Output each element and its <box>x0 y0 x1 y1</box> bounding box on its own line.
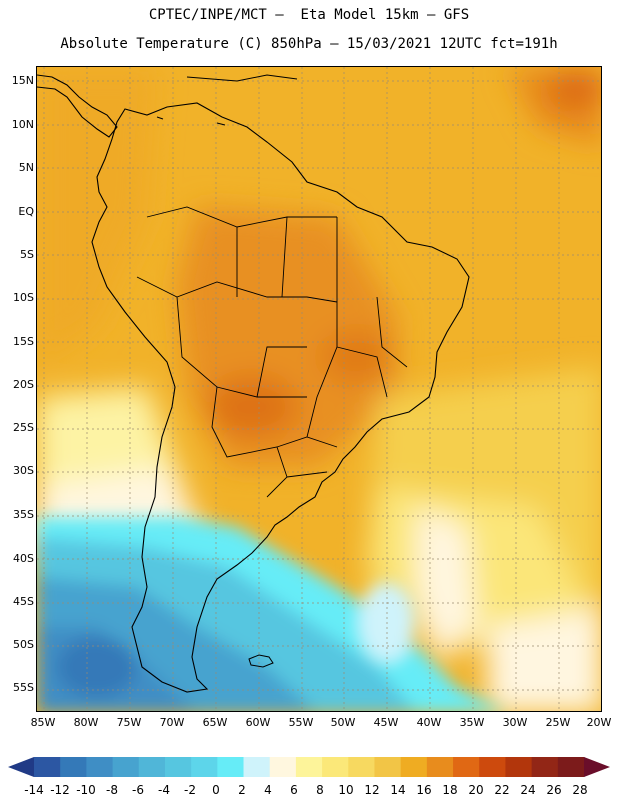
lon-label-40w: 40W <box>416 716 442 729</box>
colorbar-swatch <box>557 757 585 777</box>
lat-label-35s: 35S <box>13 508 34 521</box>
colorbar-label-6: 6 <box>290 783 298 797</box>
map-title-line-2: Absolute Temperature (C) 850hPa — 15/03/… <box>60 36 558 52</box>
lon-label-50w: 50W <box>330 716 356 729</box>
colorbar-label-minus4: -4 <box>158 783 170 797</box>
colorbar-label-8: 8 <box>316 783 324 797</box>
lat-label-15n: 15N <box>11 74 34 87</box>
lat-label-40s: 40S <box>13 552 34 565</box>
lat-label-50s: 50S <box>13 638 34 651</box>
lon-label-55w: 55W <box>288 716 314 729</box>
falklands-outline <box>248 654 274 668</box>
colorbar-swatch <box>322 757 349 777</box>
colorbar-label-26: 26 <box>546 783 562 797</box>
colorbar-swatch <box>60 757 87 777</box>
colorbar-label-minus8: -8 <box>106 783 118 797</box>
cold-air-region <box>37 517 504 711</box>
colorbar-left-arrow <box>8 757 34 777</box>
lon-label-65w: 65W <box>202 716 228 729</box>
colorbar-label-10: 10 <box>338 783 354 797</box>
colorbar-label-16: 16 <box>416 783 432 797</box>
colorbar-swatch <box>243 757 271 777</box>
colorbar-swatch <box>34 757 61 777</box>
colorbar-swatch <box>217 757 245 777</box>
colorbar-swatch <box>426 757 454 777</box>
caribbean-islands <box>156 74 298 126</box>
lon-label-35w: 35W <box>459 716 485 729</box>
south-america-outline <box>91 102 470 693</box>
colorbar-label-14: 14 <box>390 783 406 797</box>
colorbar-label-minus12: -12 <box>50 783 70 797</box>
lat-label-5n: 5N <box>18 161 34 174</box>
colorbar-swatch <box>295 757 323 777</box>
lat-label-10n: 10N <box>11 118 34 131</box>
colorbar-label-minus2: -2 <box>184 783 196 797</box>
colorbar-label-24: 24 <box>520 783 536 797</box>
lon-label-20w: 20W <box>586 716 612 729</box>
lat-label-45s: 45S <box>13 595 34 608</box>
lon-label-80w: 80W <box>73 716 99 729</box>
colorbar-label-minus6: -6 <box>132 783 144 797</box>
colorbar-swatch <box>453 757 480 777</box>
lon-label-60w: 60W <box>245 716 271 729</box>
colorbar-label-4: 4 <box>264 783 272 797</box>
colorbar-swatch <box>531 757 559 777</box>
colorbar-swatch <box>164 757 192 777</box>
colorbar-label-22: 22 <box>494 783 510 797</box>
colorbar-label-0: 0 <box>212 783 220 797</box>
lat-label-10s: 10S <box>13 291 34 304</box>
map-title-line-1: CPTEC/INPE/MCT — Eta Model 15km — GFS <box>148 7 470 23</box>
colorbar-swatch <box>86 757 114 777</box>
country-state-borders <box>136 206 408 498</box>
lat-label-20s: 20S <box>13 378 34 391</box>
lon-label-45w: 45W <box>373 716 399 729</box>
lat-label-55s: 55S <box>13 681 34 694</box>
temperature-colorbar <box>8 757 610 777</box>
colorbar-swatch <box>191 757 218 777</box>
colorbar-label-20: 20 <box>468 783 484 797</box>
lat-label-25s: 25S <box>13 421 34 434</box>
colorbar-label-minus10: -10 <box>76 783 96 797</box>
lat-label-30s: 30S <box>13 464 34 477</box>
lat-label-eq: EQ <box>18 205 34 218</box>
lat-label-5s: 5S <box>20 248 34 261</box>
colorbar-swatch <box>400 757 428 777</box>
colorbar-swatch <box>505 757 533 777</box>
lon-label-25w: 25W <box>545 716 571 729</box>
colorbar-label-2: 2 <box>238 783 246 797</box>
lon-label-85w: 85W <box>30 716 56 729</box>
lat-label-15s: 15S <box>13 335 34 348</box>
temperature-field-shading <box>37 67 601 711</box>
colorbar-swatches <box>34 757 585 777</box>
colorbar-swatch <box>374 757 402 777</box>
colorbar-label-12: 12 <box>364 783 380 797</box>
colorbar-label-18: 18 <box>442 783 458 797</box>
colorbar-swatch <box>479 757 506 777</box>
colorbar-swatch <box>112 757 140 777</box>
lon-label-75w: 75W <box>116 716 142 729</box>
central-america-outline <box>37 74 118 138</box>
colorbar-swatch <box>138 757 166 777</box>
graticule <box>37 67 601 711</box>
lon-label-70w: 70W <box>159 716 185 729</box>
temperature-map <box>36 66 602 712</box>
colorbar-swatch <box>269 757 297 777</box>
colorbar-label-minus14: -14 <box>24 783 44 797</box>
lon-label-30w: 30W <box>502 716 528 729</box>
temperature-map-canvas <box>37 67 601 711</box>
colorbar-label-28: 28 <box>572 783 588 797</box>
colorbar-swatch <box>348 757 375 777</box>
colorbar-right-arrow <box>584 757 610 777</box>
